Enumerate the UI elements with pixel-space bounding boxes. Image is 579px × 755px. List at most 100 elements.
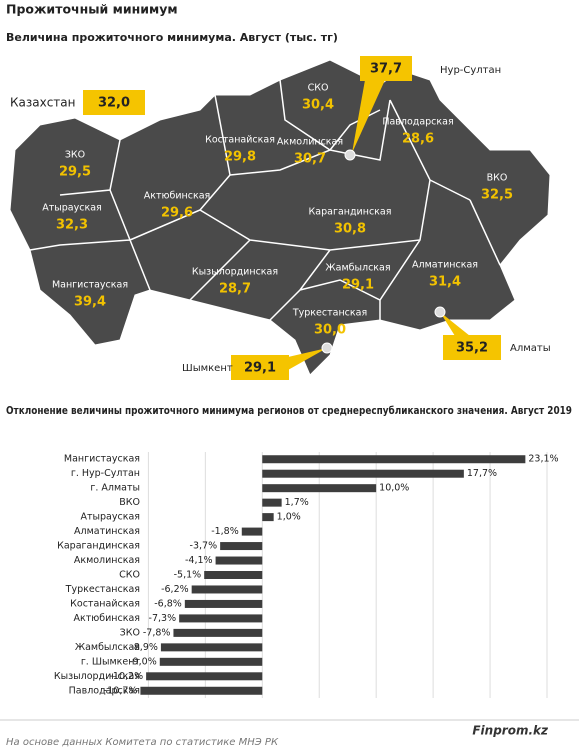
- bar: [262, 484, 377, 493]
- country-name: Казахстан: [10, 96, 76, 110]
- bar: [262, 513, 274, 522]
- value-label: 1,0%: [277, 512, 301, 523]
- region-value: 32,5: [481, 188, 513, 203]
- region-value: 28,7: [219, 282, 251, 297]
- region-value: 28,6: [402, 132, 434, 147]
- value-label: 1,7%: [285, 497, 309, 508]
- region-name: Жамбылская: [325, 263, 390, 274]
- country-box: [83, 90, 145, 115]
- region-name: Карагандинская: [309, 207, 392, 218]
- region-value: 31,4: [429, 275, 461, 290]
- region-value: 30,4: [302, 98, 334, 113]
- region-value: 29,1: [342, 278, 374, 293]
- category-label: Туркестанская: [65, 584, 140, 595]
- region-value: 30,0: [314, 323, 346, 338]
- source: На основе данных Комитета по статистике …: [6, 737, 279, 748]
- region-name: Кызылординская: [192, 267, 278, 278]
- category-label: Алматинская: [74, 526, 140, 537]
- chart-title: Отклонение величины прожиточного минимум…: [6, 404, 572, 417]
- category-label: Павлодарская: [69, 685, 140, 696]
- region-name: Павлодарская: [382, 117, 453, 128]
- country-value: 32,0: [98, 96, 130, 111]
- category-label: г. Алматы: [90, 483, 140, 494]
- value-label: -10,2%: [110, 671, 144, 682]
- bar: [146, 672, 263, 681]
- region-value: 30,7: [294, 152, 326, 167]
- value-label: -8,9%: [130, 642, 158, 653]
- category-label: г. Нур-Султан: [71, 468, 140, 479]
- region-value: 30,8: [334, 222, 366, 237]
- region-value: 39,4: [74, 295, 106, 310]
- bar-chart: Мангистауская 23,1% г. Нур-Султан 17,7% г. А…: [54, 452, 559, 698]
- category-label: СКО: [119, 570, 140, 581]
- city-box: [231, 355, 289, 380]
- category-label: Атырауская: [80, 512, 140, 523]
- value-label: -7,3%: [149, 613, 177, 624]
- city-dot: [434, 306, 446, 318]
- city-box: [443, 335, 501, 360]
- region-name: Алматинская: [412, 260, 478, 271]
- value-label: 10,0%: [379, 483, 409, 494]
- category-label: Кызылординская: [54, 671, 140, 682]
- region-borders: [29, 79, 501, 321]
- value-label: -4,1%: [185, 555, 213, 566]
- region-name: Акмолинская: [277, 137, 343, 148]
- bar: [159, 657, 263, 666]
- region-value: 29,6: [161, 206, 193, 221]
- region-value: 29,5: [59, 165, 91, 180]
- callout-pointer: [288, 348, 327, 370]
- map-subtitle: Величина прожиточного минимума. Август (…: [6, 31, 338, 44]
- region-name: ЗКО: [65, 150, 85, 161]
- region-name: Костанайская: [205, 135, 275, 146]
- category-label: ЗКО: [120, 627, 140, 638]
- region-name: СКО: [308, 83, 329, 94]
- bar: [262, 498, 282, 507]
- city-dot: [321, 342, 333, 354]
- city-name: Алматы: [510, 343, 551, 354]
- bar: [173, 628, 263, 637]
- value-label: 17,7%: [467, 468, 497, 479]
- city-box: [360, 56, 412, 81]
- city-name: Шымкент: [182, 363, 233, 374]
- map: Казахстан 32,0 СКО 30,4 Костанайская 29,8 Ак…: [9, 56, 551, 380]
- bar: [204, 571, 263, 579]
- category-label: Карагандинская: [57, 541, 140, 552]
- value-label: -7,8%: [143, 627, 171, 638]
- value-label: -5,1%: [174, 570, 202, 581]
- value-label: -9,0%: [129, 656, 157, 667]
- bar: [160, 643, 263, 652]
- category-label: ВКО: [119, 497, 140, 508]
- city-value: 35,2: [456, 341, 488, 356]
- city-value: 37,7: [370, 62, 402, 77]
- region-name: Атырауская: [42, 203, 102, 214]
- callout-pointer: [352, 80, 385, 153]
- bar: [184, 599, 263, 608]
- bar: [179, 614, 263, 623]
- value-label: -1,8%: [211, 526, 239, 537]
- city-value: 29,1: [244, 361, 276, 376]
- city-name: Нур-Султан: [440, 65, 501, 76]
- bar: [241, 527, 263, 536]
- category-label: г. Шымкент: [81, 656, 141, 667]
- region-name: Актюбинская: [144, 191, 211, 202]
- bar: [262, 469, 464, 478]
- bar: [140, 686, 263, 695]
- region-name: Мангистауская: [52, 280, 128, 291]
- category-label: Жамбылская: [75, 642, 140, 653]
- brand: Finprom.kz: [472, 724, 549, 738]
- value-label: -3,7%: [190, 541, 218, 552]
- value-label: -6,8%: [154, 598, 182, 609]
- value-label: -10,7%: [104, 685, 138, 696]
- category-label: Акмолинская: [74, 555, 140, 566]
- region-value: 29,8: [224, 150, 256, 165]
- bar: [191, 585, 263, 594]
- callout-pointer: [440, 312, 470, 336]
- region-name: ВКО: [487, 173, 508, 184]
- bar: [262, 455, 526, 464]
- region-labels: СКО 30,4 Костанайская 29,8 Акмолинская 30,7 Па…: [42, 83, 513, 338]
- region-name: Туркестанская: [292, 308, 367, 319]
- value-label: 23,1%: [528, 454, 558, 465]
- category-label: Мангистауская: [64, 454, 140, 465]
